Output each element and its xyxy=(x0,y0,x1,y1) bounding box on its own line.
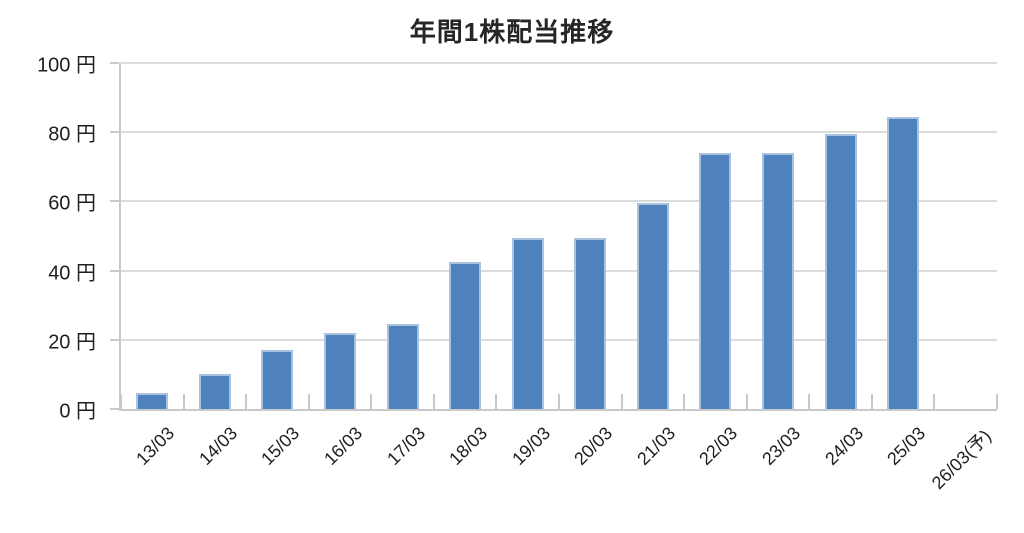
x-axis-label: 14/03 xyxy=(194,423,241,469)
y-axis-label: 60 円 xyxy=(48,192,96,215)
x-axis-label: 19/03 xyxy=(507,423,554,469)
x-tick xyxy=(933,394,936,409)
x-axis-label: 24/03 xyxy=(820,423,867,469)
bar-16/03 xyxy=(324,332,356,409)
x-axis-label: 21/03 xyxy=(632,423,679,469)
x-tick xyxy=(683,394,686,409)
y-tick xyxy=(110,408,119,410)
x-tick xyxy=(808,394,811,409)
x-axis-label: 22/03 xyxy=(695,423,742,469)
y-axis-label: 20 円 xyxy=(48,331,96,354)
x-axis-label: 25/03 xyxy=(883,423,930,469)
x-axis-label: 16/03 xyxy=(320,423,367,469)
x-axis-label: 18/03 xyxy=(445,423,492,469)
bar-13/03 xyxy=(136,393,169,409)
y-axis-label: 0 円 xyxy=(59,400,96,423)
x-axis-label: 20/03 xyxy=(570,423,617,469)
x-tick xyxy=(370,394,373,409)
x-tick xyxy=(558,394,560,409)
x-axis-labels: 13/03 14/03 15/03 16/03 17/03 18/03 19/03 20/03… xyxy=(119,409,1024,533)
bar-24/03 xyxy=(824,133,857,409)
x-tick xyxy=(307,394,310,409)
x-axis-label: 13/03 xyxy=(132,423,179,469)
gridline xyxy=(121,62,997,64)
x-tick xyxy=(745,394,748,409)
y-tick xyxy=(110,269,119,272)
y-axis-labels: 0 円 20 円 40 円 60 円 80 円 100 円 xyxy=(0,55,96,423)
y-tick xyxy=(110,338,119,341)
y-axis-label: 40 円 xyxy=(48,262,96,285)
bar-23/03 xyxy=(762,152,794,409)
bar-18/03 xyxy=(449,261,482,409)
x-tick xyxy=(182,394,185,409)
bar-19/03 xyxy=(511,237,544,409)
x-axis-label: 15/03 xyxy=(257,423,304,469)
gridline xyxy=(121,269,997,272)
chart-title: 年間1株配当推移 xyxy=(409,17,615,47)
bar-15/03 xyxy=(261,350,294,409)
x-tick xyxy=(120,394,122,409)
bar-21/03 xyxy=(636,203,669,409)
y-tick xyxy=(110,200,119,203)
y-axis-label: 80 円 xyxy=(48,123,96,146)
bar-22/03 xyxy=(699,152,732,409)
x-axis-label: 26/03(予) xyxy=(927,425,995,494)
x-axis-label: 17/03 xyxy=(382,423,429,469)
x-tick xyxy=(620,394,623,409)
x-tick xyxy=(495,394,498,409)
bar-20/03 xyxy=(574,237,607,409)
y-tick xyxy=(110,62,119,64)
y-tick xyxy=(110,131,119,134)
gridline xyxy=(121,200,997,203)
y-axis-label: 100 円 xyxy=(37,54,96,77)
bar-25/03 xyxy=(887,116,920,409)
gridline xyxy=(121,131,997,134)
x-tick xyxy=(245,394,248,409)
plot-area xyxy=(110,62,998,411)
x-tick xyxy=(432,394,435,409)
x-tick xyxy=(870,394,873,409)
x-tick xyxy=(996,394,998,409)
bar-17/03 xyxy=(386,324,419,409)
gridline xyxy=(121,338,997,341)
x-axis-label: 23/03 xyxy=(758,423,805,469)
bar-14/03 xyxy=(198,374,231,409)
